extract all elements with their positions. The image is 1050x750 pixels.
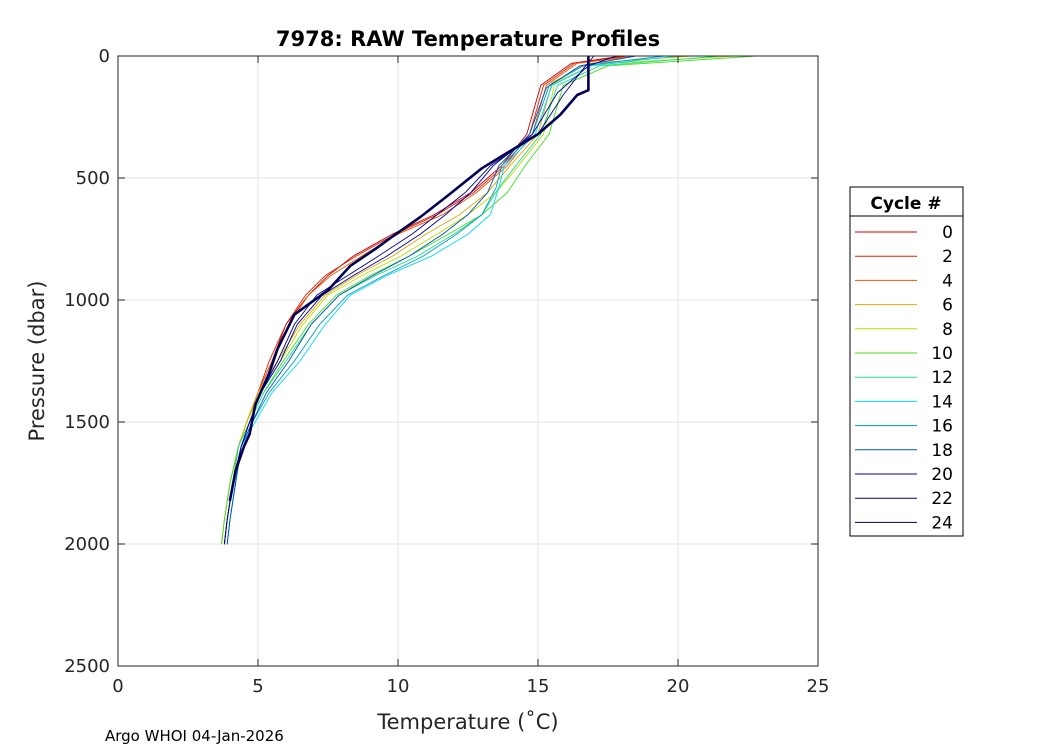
x-tick-label: 15 — [527, 676, 550, 697]
y-tick-label: 2500 — [64, 656, 110, 677]
series-line-cycle-12 — [223, 56, 721, 545]
legend-label-20: 20 — [931, 465, 953, 485]
legend-title: Cycle # — [870, 194, 941, 214]
x-axis-label: Temperature (˚C) — [376, 710, 558, 734]
grid — [117, 55, 819, 667]
legend-label-18: 18 — [931, 441, 953, 461]
series-line-cycle-24 — [228, 56, 590, 502]
y-tick-label: 0 — [99, 46, 110, 67]
ticks: 0 5 10 15 20 25 0 500 1000 1500 2000 2500 — [64, 46, 829, 697]
y-tick-label: 1500 — [64, 412, 110, 433]
x-tick-label: 20 — [667, 676, 690, 697]
series-layer — [221, 56, 757, 545]
chart-title: 7978: RAW Temperature Profiles — [276, 27, 660, 51]
legend-label-10: 10 — [931, 344, 953, 364]
legend-label-22: 22 — [931, 489, 953, 509]
y-tick-label: 500 — [76, 168, 110, 189]
y-tick-label: 2000 — [64, 534, 110, 555]
x-tick-label: 10 — [387, 676, 410, 697]
legend-label-8: 8 — [942, 320, 953, 340]
footer-text: Argo WHOI 04-Jan-2026 — [105, 727, 284, 745]
plot-area — [118, 56, 818, 666]
legend-label-12: 12 — [931, 368, 953, 388]
y-axis-label: Pressure (dbar) — [25, 281, 49, 442]
legend-label-2: 2 — [942, 247, 953, 267]
y-tick-label: 1000 — [64, 290, 110, 311]
legend-label-0: 0 — [942, 223, 953, 243]
legend-label-14: 14 — [931, 392, 953, 412]
legend-label-24: 24 — [931, 513, 953, 533]
legend-box — [849, 186, 964, 537]
legend-label-4: 4 — [942, 271, 953, 291]
x-tick-label: 5 — [252, 676, 263, 697]
x-tick-label: 0 — [112, 676, 123, 697]
plot-frame — [117, 55, 819, 667]
legend-label-6: 6 — [942, 296, 953, 316]
legend-label-16: 16 — [931, 417, 953, 437]
x-tick-label: 25 — [807, 676, 830, 697]
